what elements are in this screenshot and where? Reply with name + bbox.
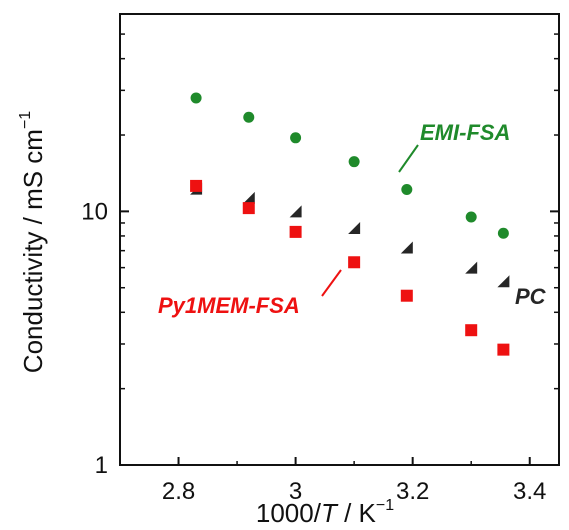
y-tick-label: 1 — [95, 452, 108, 479]
py1mem-fsa-point — [400, 289, 413, 302]
py1mem-fsa-point — [465, 324, 478, 337]
series-label-py1mem-fsa: Py1MEM-FSA — [158, 293, 300, 318]
series-pc — [190, 182, 510, 288]
series-group — [190, 92, 510, 356]
emi-fsa-point — [401, 183, 413, 195]
x-tick-label: 3 — [289, 478, 302, 505]
emi-fsa-leader-line — [398, 144, 419, 173]
x-ticks-group: 2.8 3 3.2 3.4 — [162, 457, 546, 505]
y-right-ticks-group — [550, 33, 559, 466]
y-axis-label: Conductivity / mS cm−1 — [17, 111, 48, 374]
series-emi-fsa — [190, 92, 509, 239]
pc-point — [465, 261, 478, 274]
x-tick-label: 3.2 — [396, 478, 429, 505]
y-ticks-group: 1 10 — [81, 33, 129, 479]
py1mem-fsa-leader-line — [321, 269, 342, 297]
x-tick-label: 2.8 — [162, 478, 195, 505]
pc-point — [348, 221, 361, 234]
x-axis-label-superscript: −1 — [376, 497, 394, 514]
py1mem-fsa-point — [497, 343, 510, 356]
series-label-pc: PC — [515, 284, 547, 309]
pc-point — [242, 191, 255, 204]
x-axis-label: 1000/T / K−1 — [256, 497, 394, 528]
x-tick-label: 3.4 — [513, 478, 546, 505]
py1mem-fsa-point — [190, 179, 203, 192]
pc-point — [497, 275, 510, 288]
py1mem-fsa-point — [348, 256, 361, 269]
emi-fsa-point — [497, 227, 509, 239]
plot-frame — [119, 13, 560, 466]
y-tick-label: 10 — [81, 198, 108, 225]
emi-fsa-point — [465, 211, 477, 223]
y-axis-label-main: Conductivity / mS cm — [18, 129, 48, 373]
y-axis-label-superscript: −1 — [17, 111, 34, 129]
x-axis-label-variable: T — [321, 498, 339, 528]
pc-point — [400, 241, 413, 254]
emi-fsa-point — [243, 111, 255, 123]
x-axis-label-prefix: 1000/ — [256, 498, 322, 528]
emi-fsa-point — [348, 156, 360, 168]
x-axis-label-suffix: / K — [337, 498, 377, 528]
series-label-emi-fsa: EMI-FSA — [420, 120, 510, 145]
emi-fsa-point — [290, 132, 302, 144]
emi-fsa-point — [190, 92, 202, 104]
py1mem-fsa-point — [242, 202, 255, 215]
series-py1mem-fsa — [190, 179, 510, 356]
py1mem-fsa-point — [289, 225, 302, 238]
pc-point — [289, 205, 302, 218]
